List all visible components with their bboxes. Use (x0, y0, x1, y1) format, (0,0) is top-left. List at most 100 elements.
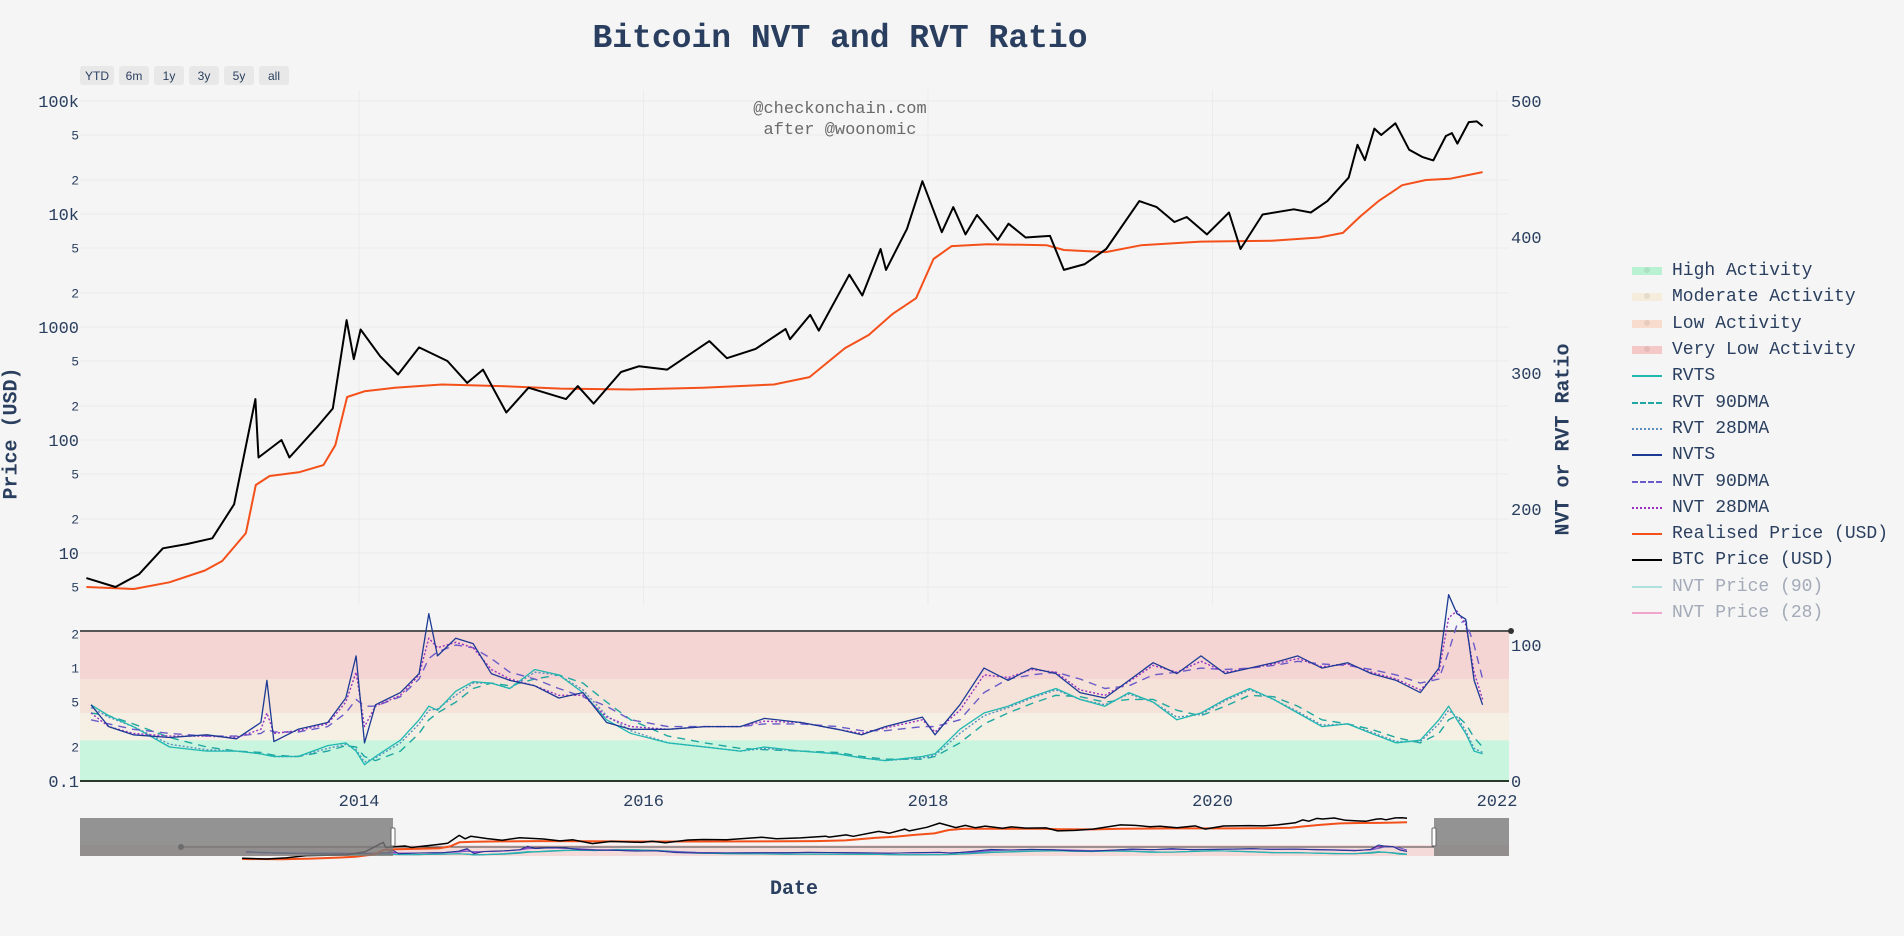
price-axis-tick: 2 (71, 400, 79, 415)
legend-item-moderate-activity[interactable]: Moderate Activity (1632, 284, 1888, 310)
legend-item-btc-price-usd[interactable]: BTC Price (USD) (1632, 547, 1888, 573)
price-axis-tick: 2 (71, 174, 79, 189)
legend-swatch-icon (1632, 369, 1666, 383)
band-moderate-activity (80, 713, 1509, 741)
legend-swatch-icon (1632, 396, 1666, 410)
range-slider[interactable] (80, 817, 1509, 861)
annotation-source: @checkonchain.com (753, 100, 927, 119)
legend-swatch-icon (1632, 290, 1666, 304)
legend-item-high-activity[interactable]: High Activity (1632, 258, 1888, 284)
ratio-axis-tick: 300 (1511, 366, 1542, 385)
price-axis-tick: 2 (71, 287, 79, 302)
legend-item-nvts[interactable]: NVTS (1632, 442, 1888, 468)
legend-label: Moderate Activity (1672, 287, 1856, 308)
range-button-6m[interactable]: 6m (119, 66, 149, 85)
range-button-3y[interactable]: 3y (189, 66, 219, 85)
legend-swatch-icon (1632, 580, 1666, 594)
x-tick-label: 2014 (339, 793, 380, 812)
legend-label: High Activity (1672, 261, 1813, 282)
series-rvt-28dma (90, 671, 1483, 763)
mini-btc-price (242, 817, 1408, 860)
price-axis-tick: 5 (71, 242, 79, 257)
legend-swatch-icon (1632, 606, 1666, 620)
range-slider-band (80, 845, 1509, 856)
range-button-ytd[interactable]: YTD (80, 66, 114, 85)
range-slider-handle-right[interactable] (1431, 827, 1437, 847)
legend-item-nvt-28dma[interactable]: NVT 28DMA (1632, 495, 1888, 521)
mini-series (245, 848, 1408, 856)
legend-swatch-icon (1632, 501, 1666, 515)
legend-label: Very Low Activity (1672, 340, 1856, 361)
legend-label: Low Activity (1672, 313, 1802, 334)
legend-item-nvt-price-90[interactable]: NVT Price (90) (1632, 574, 1888, 600)
legend-label: NVT 28DMA (1672, 497, 1770, 518)
range-button-5y[interactable]: 5y (224, 66, 254, 85)
x-tick-label: 2022 (1477, 793, 1518, 812)
lower-axis-tick: 5 (71, 696, 79, 711)
legend-swatch-icon (1632, 527, 1666, 541)
legend-swatch-icon (1632, 343, 1666, 357)
range-slider-handle-left[interactable] (390, 827, 396, 847)
legend-label: BTC Price (USD) (1672, 550, 1835, 571)
band-low-activity (80, 679, 1509, 713)
band-very-low-activity (80, 631, 1509, 679)
price-axis-tick: 10k (48, 207, 79, 226)
range-button-all[interactable]: all (259, 66, 289, 85)
legend-item-nvt-price-28[interactable]: NVT Price (28) (1632, 600, 1888, 626)
legend-item-rvts[interactable]: RVTS (1632, 363, 1888, 389)
y-axis-right-title: NVT or RVT Ratio (1552, 343, 1576, 536)
legend-label: RVTS (1672, 366, 1716, 387)
y-axis-left-title: Price (USD) (0, 367, 24, 500)
chart-title: Bitcoin NVT and RVT Ratio (592, 20, 1088, 57)
legend-swatch-icon (1632, 264, 1666, 278)
price-axis-tick: 5 (71, 129, 79, 144)
legend-label: Realised Price (USD) (1672, 524, 1889, 545)
legend-label: NVTS (1672, 445, 1716, 466)
legend-item-realised-price-usd[interactable]: Realised Price (USD) (1632, 521, 1888, 547)
legend-item-very-low-activity[interactable]: Very Low Activity (1632, 337, 1888, 363)
legend-swatch-icon (1632, 422, 1666, 436)
ratio-axis-tick: 100 (1511, 638, 1542, 657)
price-axis-tick: 5 (71, 581, 79, 596)
price-axis-tick: 100k (38, 94, 79, 113)
series-rvts (90, 668, 1483, 766)
ratio-axis-tick: 400 (1511, 230, 1542, 249)
legend-swatch-icon (1632, 475, 1666, 489)
band-high-activity (80, 740, 1509, 781)
legend-item-rvt-90dma[interactable]: RVT 90DMA (1632, 389, 1888, 415)
mini-realised-price (242, 821, 1408, 861)
price-axis-tick: 2 (71, 513, 79, 528)
lower-axis-tick: 2 (71, 628, 79, 643)
legend-item-rvt-28dma[interactable]: RVT 28DMA (1632, 416, 1888, 442)
series-btc-price (86, 120, 1484, 588)
ratio-axis-tick: 0 (1511, 774, 1521, 793)
legend-swatch-icon (1632, 317, 1666, 331)
legend-swatch-icon (1632, 553, 1666, 567)
legend-swatch-icon (1632, 448, 1666, 462)
price-axis-tick: 5 (71, 355, 79, 370)
x-tick-label: 2020 (1192, 793, 1233, 812)
series-rvt-90dma (90, 674, 1484, 762)
legend-label: NVT Price (28) (1672, 603, 1824, 623)
mini-series (245, 844, 1408, 855)
x-tick-label: 2016 (623, 793, 664, 812)
x-axis-title: Date (769, 878, 818, 901)
legend: High Activity Moderate Activity Low Activi… (1632, 258, 1888, 626)
price-axis-tick: 100 (48, 433, 79, 452)
series-nvts (90, 594, 1484, 744)
series-realised-price (86, 171, 1483, 590)
ratio-axis-tick: 200 (1511, 502, 1542, 521)
legend-item-nvt-90dma[interactable]: NVT 90DMA (1632, 468, 1888, 494)
lower-axis-tick: 1 (71, 662, 79, 677)
range-button-1y[interactable]: 1y (154, 66, 184, 85)
legend-label: NVT Price (90) (1672, 576, 1824, 597)
legend-label: RVT 90DMA (1672, 392, 1770, 413)
legend-item-low-activity[interactable]: Low Activity (1632, 311, 1888, 337)
range-slider-mask-left (80, 818, 393, 856)
price-axis-tick: 10 (59, 546, 79, 565)
price-axis-tick: 5 (71, 468, 79, 483)
legend-label: RVT 28DMA (1672, 418, 1770, 439)
lower-axis-tick: 0.1 (48, 774, 79, 793)
ratio-axis-tick: 500 (1511, 94, 1542, 113)
